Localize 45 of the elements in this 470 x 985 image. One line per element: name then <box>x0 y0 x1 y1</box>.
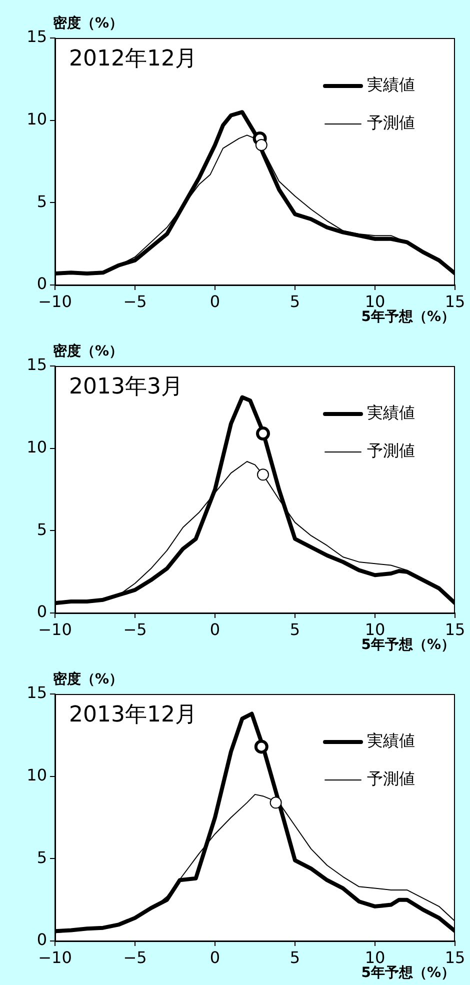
x-tick-label: 0 <box>210 948 220 967</box>
x-tick-label: 10 <box>364 948 386 967</box>
legend-label: 実績値 <box>367 731 415 750</box>
x-tick-label: 10 <box>364 620 386 639</box>
y-tick-label: 10 <box>26 765 47 784</box>
x-tick-label: −10 <box>38 948 72 967</box>
x-tick-label: 0 <box>210 292 220 311</box>
legend-label: 予測値 <box>367 113 415 132</box>
y-tick-label: 0 <box>36 274 47 294</box>
x-tick-label: 5 <box>290 620 300 639</box>
chart-title: 2012年12月 <box>69 46 197 72</box>
x-tick-label: −10 <box>38 292 72 311</box>
x-tick-label: −5 <box>123 292 147 311</box>
y-tick-label: 15 <box>26 355 47 374</box>
y-tick-label: 0 <box>36 602 47 622</box>
x-axis-title: 5年予想（%） <box>361 309 455 326</box>
legend-label: 実績値 <box>367 403 415 422</box>
y-axis-title: 密度（%） <box>53 14 124 32</box>
x-axis-title: 5年予想（%） <box>361 965 455 982</box>
x-tick-label: −5 <box>123 620 147 639</box>
x-tick-label: 15 <box>444 620 466 639</box>
legend-label: 予測値 <box>367 441 415 460</box>
x-tick-label: 5 <box>290 292 300 311</box>
y-tick-label: 0 <box>36 930 47 950</box>
legend-label: 予測値 <box>367 769 415 788</box>
x-tick-label: 5 <box>290 948 300 967</box>
y-axis-title: 密度（%） <box>53 342 124 360</box>
y-tick-label: 15 <box>26 27 47 46</box>
x-tick-label: 10 <box>364 292 386 311</box>
y-tick-label: 10 <box>26 109 47 128</box>
x-tick-label: −10 <box>38 620 72 639</box>
x-tick-label: 0 <box>210 620 220 639</box>
x-tick-label: 15 <box>444 948 466 967</box>
chart-title: 2013年12月 <box>69 702 197 728</box>
y-tick-label: 10 <box>26 437 47 456</box>
y-tick-label: 5 <box>36 848 47 867</box>
y-tick-label: 15 <box>26 683 47 702</box>
chart-title: 2013年3月 <box>69 374 183 400</box>
y-tick-label: 5 <box>36 192 47 211</box>
y-axis-title: 密度（%） <box>53 670 124 688</box>
x-tick-label: −5 <box>123 948 147 967</box>
legend-label: 実績値 <box>367 75 415 94</box>
y-tick-label: 5 <box>36 520 47 539</box>
x-tick-label: 15 <box>444 292 466 311</box>
x-axis-title: 5年予想（%） <box>361 637 455 654</box>
